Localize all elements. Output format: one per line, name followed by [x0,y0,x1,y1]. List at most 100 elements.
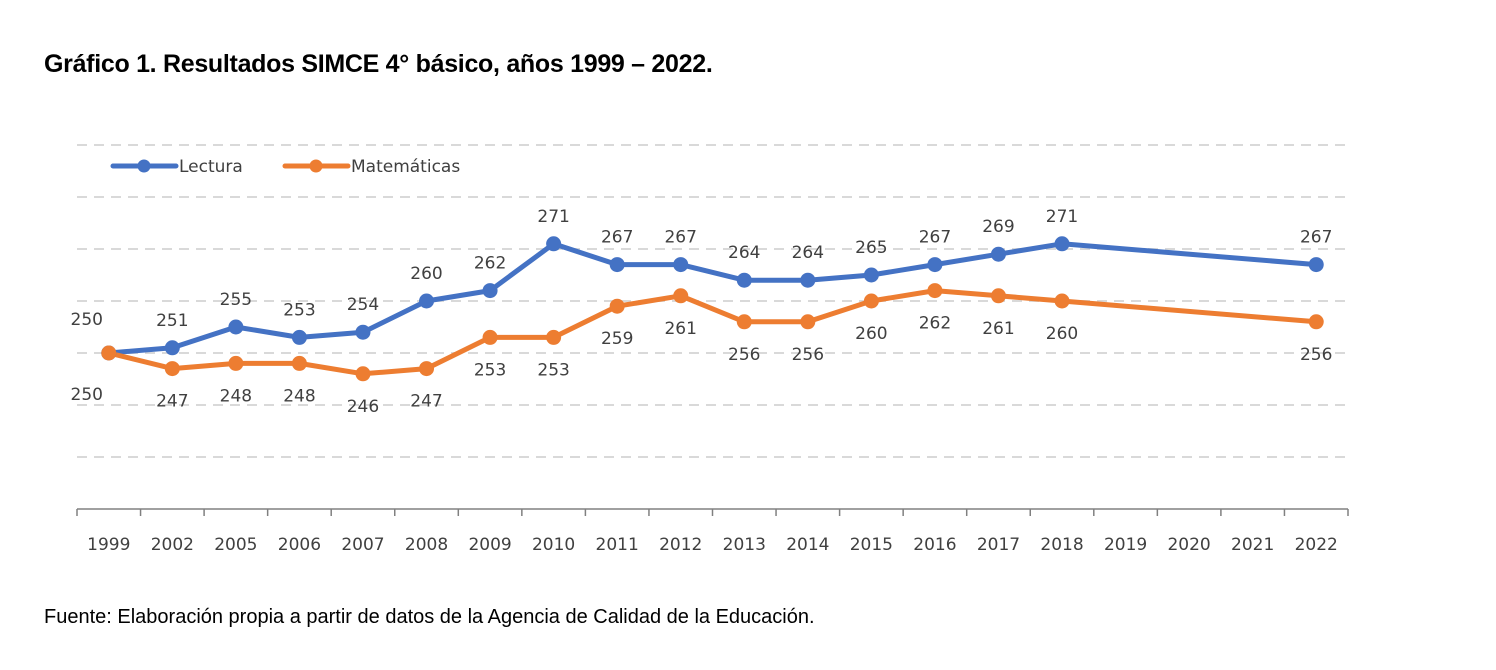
data-label-lectura-2012: 267 [664,228,696,248]
marker-matemáticas-2016 [927,283,943,299]
data-label-lectura-2007: 254 [347,295,379,315]
data-label-lectura-2016: 267 [919,228,951,248]
x-tick-label-2020: 2020 [1167,535,1210,555]
data-label-lectura-2006: 253 [283,300,315,320]
data-label-lectura-2011: 267 [601,228,633,248]
x-tick-label-2018: 2018 [1040,535,1083,555]
marker-matemáticas-2009 [482,329,498,345]
x-tick-label-2016: 2016 [913,535,956,555]
marker-matemáticas-2022 [1308,314,1324,330]
source-note: Fuente: Elaboración propia a partir de d… [44,606,815,628]
marker-lectura-2005 [228,319,244,335]
data-label-lectura-2022: 267 [1300,228,1332,248]
marker-lectura-2010 [546,236,562,252]
marker-matemáticas-2005 [228,355,244,371]
data-label-matemáticas-2012: 261 [664,319,696,339]
data-label-matemáticas-2007: 246 [347,397,379,417]
legend-label: Lectura [179,157,243,177]
x-tick-label-2017: 2017 [977,535,1020,555]
data-label-matemáticas-1999: 250 [71,385,103,405]
marker-lectura-2002 [164,340,180,356]
marker-matemáticas-2013 [736,314,752,330]
data-label-lectura-2018: 271 [1046,207,1078,227]
data-label-lectura-1999: 250 [71,310,103,330]
legend-marker-icon [137,159,151,173]
data-label-matemáticas-2013: 256 [728,345,760,365]
data-label-matemáticas-2018: 260 [1046,324,1078,344]
marker-matemáticas-2007 [355,366,371,382]
x-tick-label-2015: 2015 [850,535,893,555]
data-label-matemáticas-2014: 256 [792,345,824,365]
data-label-matemáticas-2017: 261 [982,319,1014,339]
series-line-lectura [106,241,1319,356]
marker-lectura-2009 [482,283,498,299]
legend: Lectura Matemáticas [110,157,460,177]
marker-lectura-2008 [419,293,435,309]
marker-lectura-2017 [990,246,1006,262]
data-label-matemáticas-2016: 262 [919,314,951,334]
legend-item-lectura: Lectura [110,157,243,177]
x-axis [76,508,1349,516]
x-tick-label-2007: 2007 [341,535,384,555]
marker-lectura-2018 [1054,236,1070,252]
legend-item-matemáticas: Matemáticas [282,157,460,177]
x-tick-label-2011: 2011 [596,535,639,555]
x-tick-label-2019: 2019 [1104,535,1147,555]
data-label-lectura-2013: 264 [728,243,760,263]
marker-lectura-2012 [673,257,689,273]
marker-matemáticas-2014 [800,314,816,330]
x-tick-label-2009: 2009 [468,535,511,555]
marker-matemáticas-2012 [673,288,689,304]
marker-matemáticas-2008 [419,361,435,377]
data-label-matemáticas-2011: 259 [601,329,633,349]
x-tick-label-2005: 2005 [214,535,257,555]
data-label-lectura-2009: 262 [474,254,506,274]
x-tick-label-2008: 2008 [405,535,448,555]
x-tick-label-2012: 2012 [659,535,702,555]
marker-matemáticas-2017 [990,288,1006,304]
marker-lectura-2014 [800,272,816,288]
marker-lectura-2013 [736,272,752,288]
gridlines [77,144,1348,458]
marker-matemáticas-2015 [863,293,879,309]
series-markers [101,236,1324,382]
legend-marker-icon [309,159,323,173]
x-tick-label-2021: 2021 [1231,535,1274,555]
x-tick-label-2002: 2002 [151,535,194,555]
marker-lectura-2006 [291,329,307,345]
data-label-matemáticas-2010: 253 [537,360,569,380]
x-tick-label-2013: 2013 [723,535,766,555]
data-labels: 250 251 255 253 254 260 262 271 267 267 264 264 265 2… [71,207,1333,417]
data-label-matemáticas-2005: 248 [220,386,252,406]
x-tick-label-2006: 2006 [278,535,321,555]
data-label-lectura-2008: 260 [410,264,442,284]
data-label-matemáticas-2002: 247 [156,392,188,412]
marker-lectura-2011 [609,257,625,273]
data-label-matemáticas-2015: 260 [855,324,887,344]
x-tick-label-2014: 2014 [786,535,829,555]
x-tick-label-2010: 2010 [532,535,575,555]
chart-title: Gráfico 1. Resultados SIMCE 4° básico, a… [44,50,713,78]
marker-lectura-2016 [927,257,943,273]
data-label-lectura-2010: 271 [537,207,569,227]
data-label-matemáticas-2009: 253 [474,360,506,380]
data-label-matemáticas-2022: 256 [1300,345,1332,365]
x-tick-labels: 1999 2002 2005 2006 2007 2008 2009 2010 2011 2012… [87,535,1338,555]
data-label-lectura-2015: 265 [855,238,887,258]
x-tick-label-1999: 1999 [87,535,130,555]
data-label-matemáticas-2008: 247 [410,392,442,412]
marker-matemáticas-2010 [546,329,562,345]
data-label-lectura-2014: 264 [792,243,824,263]
data-label-lectura-2002: 251 [156,311,188,331]
marker-lectura-2015 [863,267,879,283]
marker-matemáticas-2011 [609,298,625,314]
marker-lectura-2022 [1308,257,1324,273]
marker-matemáticas-2018 [1054,293,1070,309]
data-label-lectura-2005: 255 [220,290,252,310]
data-label-matemáticas-2006: 248 [283,386,315,406]
data-label-lectura-2017: 269 [982,217,1014,237]
x-tick-label-2022: 2022 [1295,535,1338,555]
marker-matemáticas-2006 [291,355,307,371]
marker-matemáticas-2002 [164,361,180,377]
marker-lectura-2007 [355,324,371,340]
